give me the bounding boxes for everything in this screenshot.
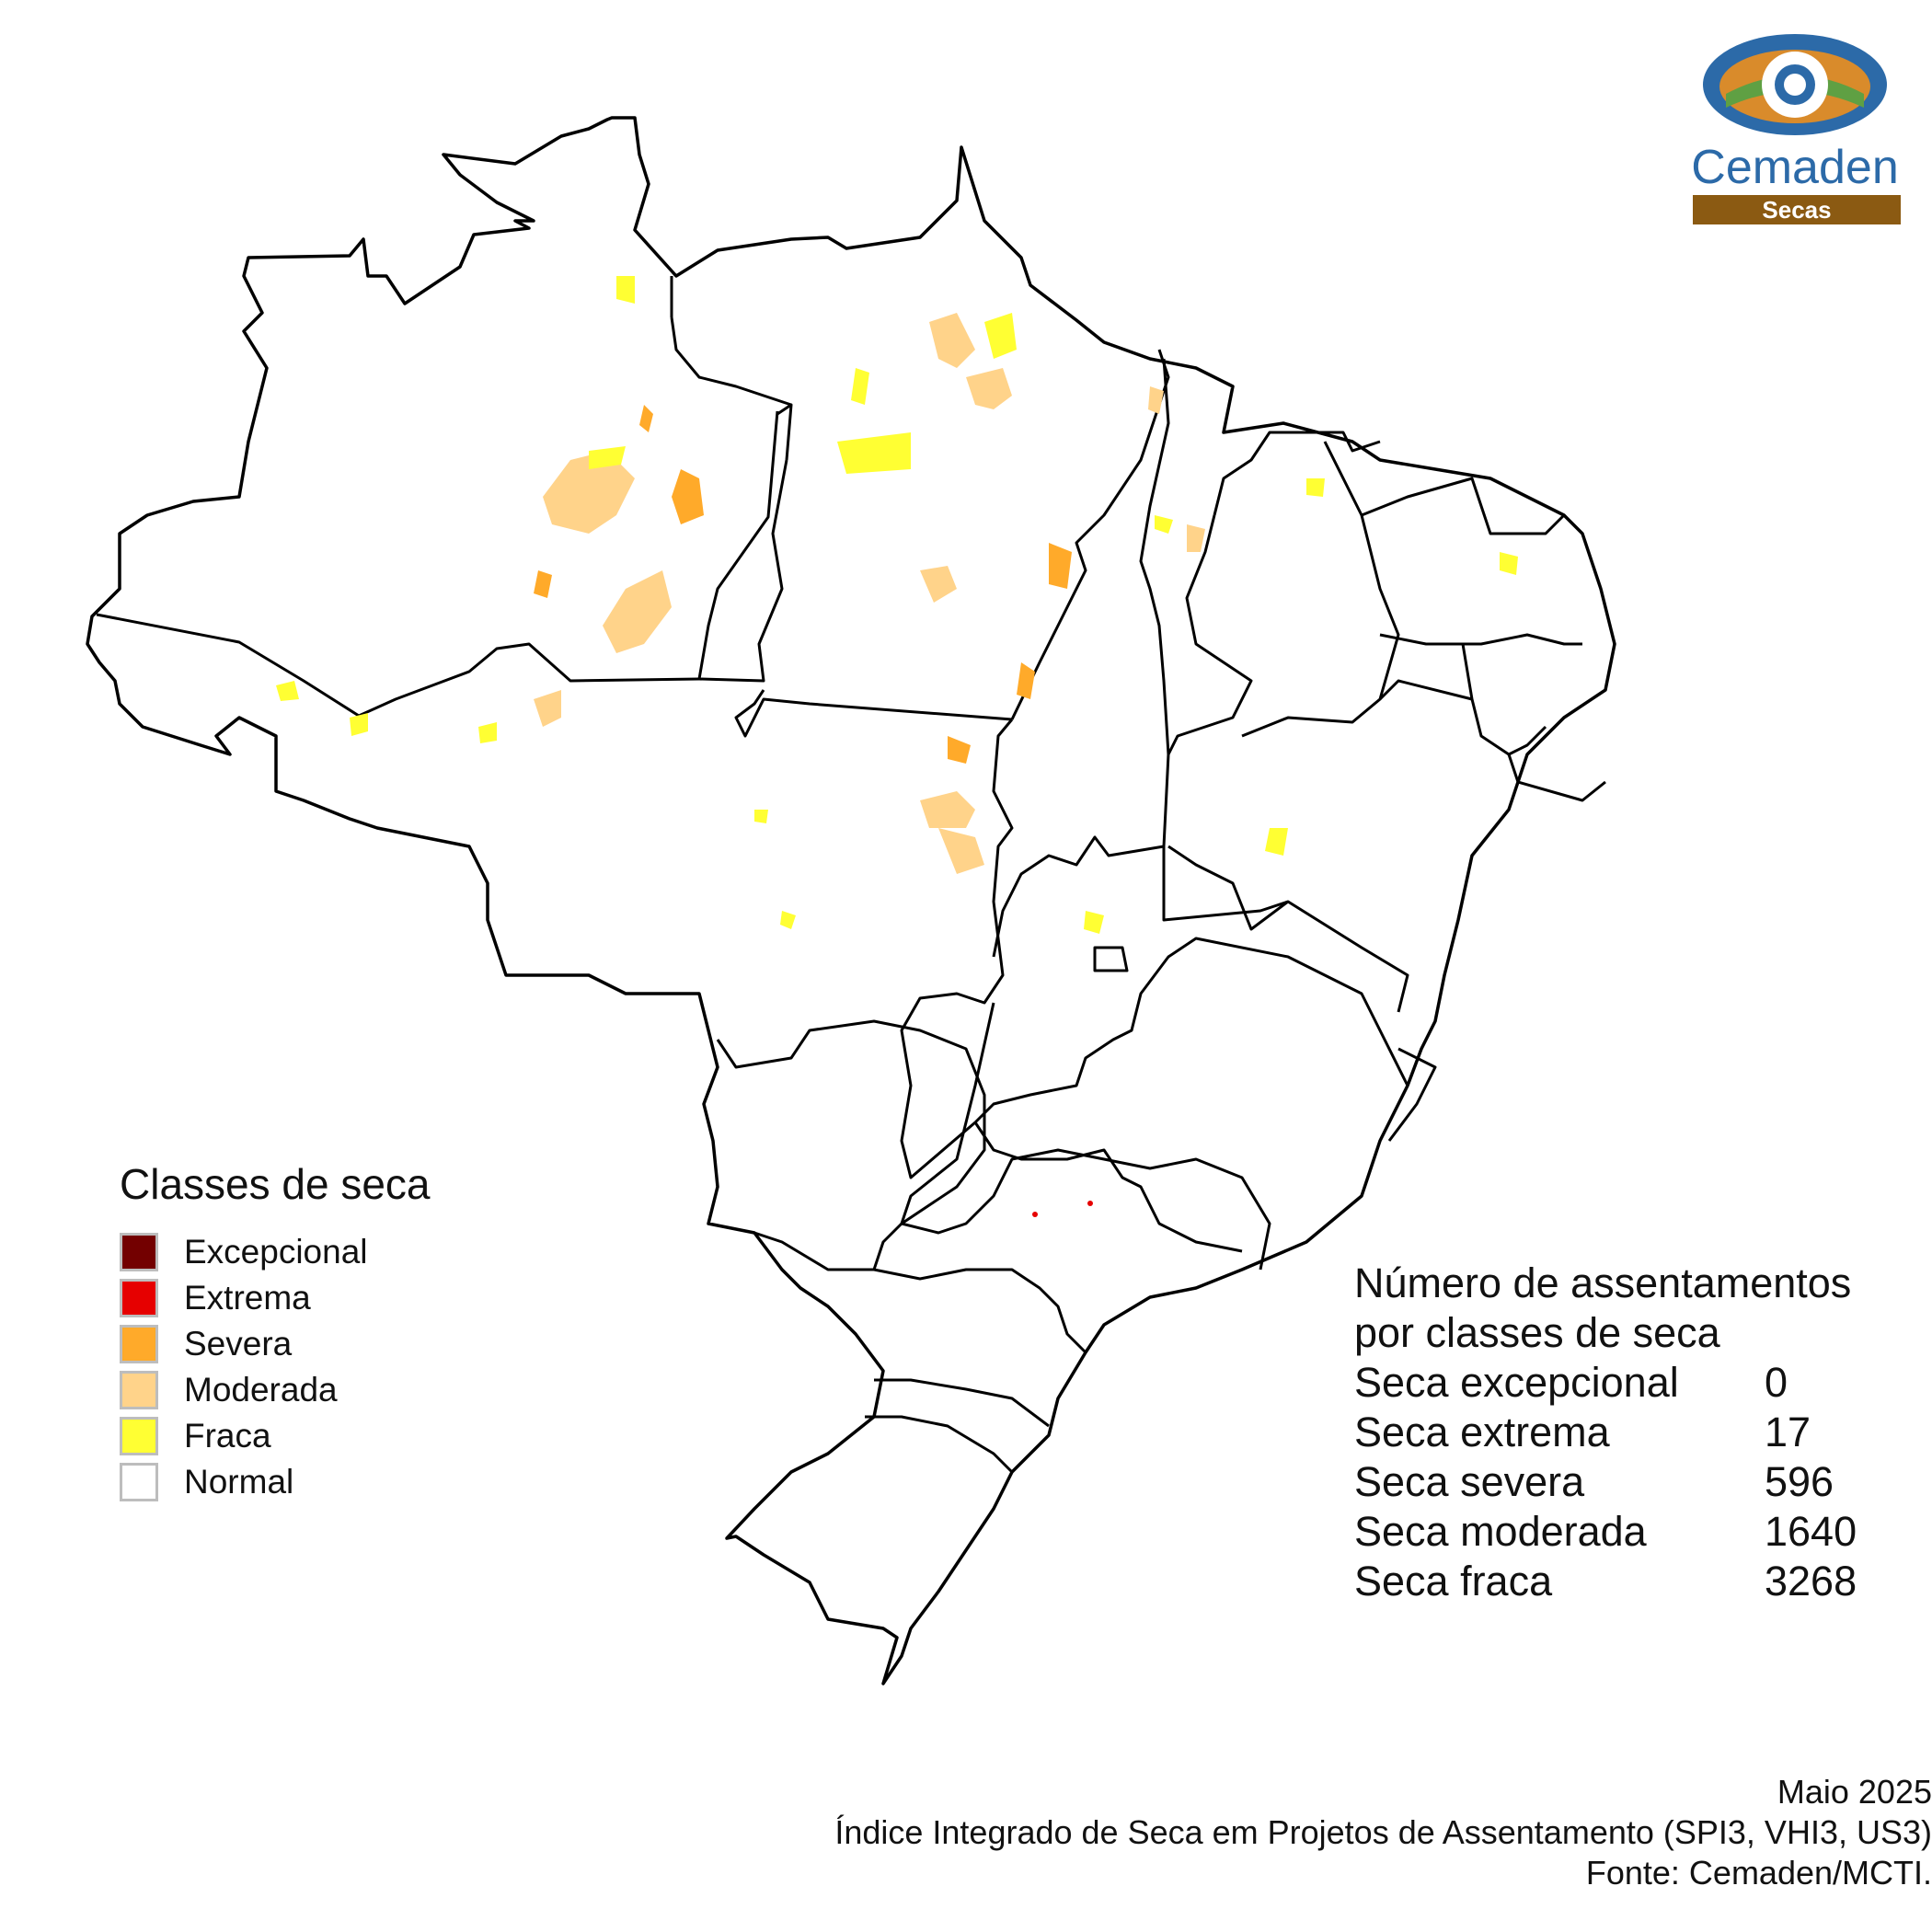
swatch-excepcional [120,1233,158,1271]
logo-wordmark: Cemaden [1691,141,1899,194]
counts-class: Seca excepcional [1354,1359,1679,1406]
footer-index: Índice Integrado de Seca em Projetos de … [834,1813,1932,1851]
legend-label: Severa [184,1325,293,1363]
legend-label: Normal [184,1463,294,1501]
fraca-patches [276,276,1518,934]
logo-eye-icon [1703,34,1887,135]
counts-class: Seca extrema [1354,1409,1610,1455]
footer-source: Fonte: Cemaden/MCTI. [1585,1854,1932,1892]
settlement-counts: Número de assentamentos por classes de s… [1354,1259,1857,1606]
swatch-moderada [120,1371,158,1409]
counts-value: 596 [1765,1458,1834,1505]
legend-item-severa: Severa [120,1321,431,1367]
legend: Classes de seca Excepcional Extrema Seve… [120,1159,431,1505]
footer: Maio 2025 Índice Integrado de Seca em Pr… [834,1772,1932,1893]
legend-items: Excepcional Extrema Severa Moderada Frac… [120,1229,431,1505]
counts-row: Seca severa 596 [1354,1457,1857,1507]
legend-title: Classes de seca [120,1160,431,1208]
swatch-severa [120,1325,158,1363]
legend-label: Fraca [184,1417,271,1455]
counts-value: 3268 [1765,1558,1857,1604]
counts-row: Seca fraca 3268 [1354,1557,1857,1606]
counts-row: Seca extrema 17 [1354,1408,1857,1457]
moderada-patches [534,313,1205,874]
legend-label: Extrema [184,1279,311,1317]
counts-heading-line2: por classes de seca [1354,1309,1720,1356]
swatch-extrema [120,1279,158,1317]
counts-heading-line1: Número de assentamentos [1354,1259,1852,1306]
legend-item-moderada: Moderada [120,1367,431,1413]
logo-subtitle: Secas [1693,195,1901,224]
legend-label: Moderada [184,1371,338,1409]
counts-row: Seca moderada 1640 [1354,1507,1857,1557]
legend-item-extrema: Extrema [120,1275,431,1321]
drought-patches [276,276,1518,1217]
counts-class: Seca severa [1354,1458,1585,1505]
counts-row: Seca excepcional 0 [1354,1358,1857,1408]
swatch-fraca [120,1417,158,1455]
legend-item-normal: Normal [120,1459,431,1505]
legend-item-excepcional: Excepcional [120,1229,431,1275]
cemaden-logo: Cemaden Secas [1689,20,1901,224]
legend-item-fraca: Fraca [120,1413,431,1459]
state-borders [96,276,1606,1474]
counts-value: 1640 [1765,1508,1857,1555]
legend-label: Excepcional [184,1233,368,1271]
extrema-patches [1032,1201,1093,1217]
swatch-normal [120,1463,158,1501]
counts-class: Seca moderada [1354,1508,1647,1555]
counts-value: 0 [1765,1359,1788,1406]
severa-patches [534,405,1072,764]
counts-class: Seca fraca [1354,1558,1553,1604]
counts-table: Seca excepcional 0 Seca extrema 17 Seca … [1354,1358,1857,1606]
footer-date: Maio 2025 [1777,1773,1932,1811]
counts-value: 17 [1765,1409,1811,1455]
